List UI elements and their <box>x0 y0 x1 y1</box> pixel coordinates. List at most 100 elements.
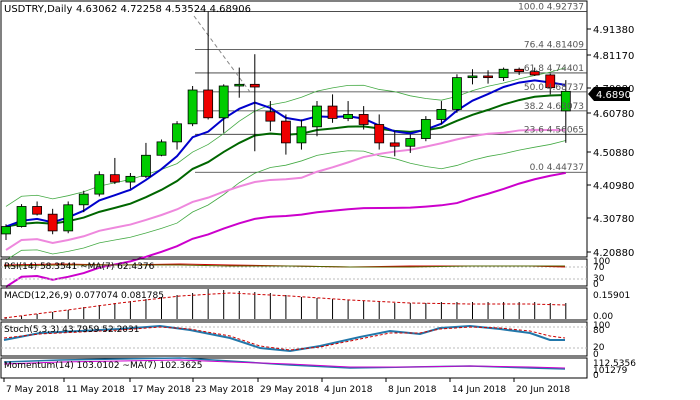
fib-labels: 100.0 4.92737 76.4 4.81409 61.8 4.74401 50.… <box>518 3 584 174</box>
fib-label: 61.8 4.74401 <box>524 64 584 74</box>
candle <box>47 208 58 235</box>
fibonacci-levels <box>195 11 587 173</box>
fib-label: 38.2 4.63073 <box>524 102 584 112</box>
candle-body <box>280 120 291 144</box>
candle-body <box>187 89 198 125</box>
fib-label: 23.6 4.56065 <box>524 125 584 135</box>
candle <box>94 171 105 197</box>
candle <box>358 106 369 130</box>
candle-body <box>265 111 276 122</box>
candle <box>529 67 540 76</box>
date-tick-label: 8 Jun 2018 <box>388 385 437 395</box>
candle-body <box>47 213 58 232</box>
panel-tick-label: 0 <box>593 280 599 290</box>
stoch-label: Stoch(5,3,3) 43.7959 52.2031 <box>4 325 139 335</box>
candle <box>16 204 27 228</box>
candle <box>156 139 167 157</box>
bollinger-lower-line <box>5 140 566 261</box>
candle-body <box>234 83 245 87</box>
current-price-tag: 4.68906 <box>588 87 637 101</box>
panel-tick-label: 0 <box>593 350 599 360</box>
candle-body <box>343 114 354 119</box>
candle <box>32 201 42 216</box>
date-tick-label: 7 May 2018 <box>6 385 59 395</box>
candle <box>560 80 571 143</box>
candle-body <box>514 68 525 73</box>
candle <box>498 67 509 81</box>
candle-body <box>467 75 478 79</box>
candle-body <box>389 142 400 147</box>
momentum-ma-line <box>3 359 566 369</box>
fib-label: 76.4 4.81409 <box>524 40 584 50</box>
candle-body <box>452 77 462 110</box>
momentum-label: Momentum(14) 103.0102 ~MA(7) 102.3625 <box>4 361 202 371</box>
panel-tick-label: 80 <box>593 326 605 336</box>
candle <box>63 201 74 234</box>
panel-tick-label: 0.15901 <box>593 291 630 301</box>
candle <box>1 224 11 240</box>
candle <box>265 101 276 132</box>
candle <box>280 114 291 155</box>
candle-body <box>483 75 493 79</box>
sma-pink-line <box>5 128 566 251</box>
momentum-panel-frame <box>0 357 588 379</box>
price-tick-label: 4.50880 <box>593 148 634 159</box>
price-tick-label: 4.40980 <box>593 181 634 192</box>
candle <box>125 173 136 189</box>
candlesticks <box>1 11 571 240</box>
rsi-label: RSI(14) 58.3541 ~MA(7) 62.4376 <box>4 262 155 272</box>
macd-axis: 0.15901 0.00 <box>593 291 630 322</box>
panel-tick-label: 101279 <box>593 366 628 376</box>
candle-body <box>529 71 540 76</box>
candle-body <box>498 68 509 79</box>
candle-body <box>560 90 571 112</box>
macd-histogram <box>5 289 567 319</box>
candle <box>389 131 400 157</box>
fib-anchor-line <box>193 15 251 93</box>
candle-body <box>78 193 89 206</box>
candle-body <box>1 226 11 235</box>
date-tick-label: 29 May 2018 <box>260 385 319 395</box>
candle-body <box>327 105 338 119</box>
date-tick-label: 23 May 2018 <box>195 385 254 395</box>
candle-body <box>16 206 27 227</box>
candle-body <box>141 154 151 177</box>
price-tick-label: 4.30780 <box>593 214 634 225</box>
fib-label: 0.0 4.44737 <box>530 163 584 173</box>
candle <box>296 119 307 150</box>
candle <box>327 94 338 123</box>
panel-tick-label: 30 <box>593 274 605 284</box>
date-tick-label: 11 May 2018 <box>66 385 125 395</box>
candle <box>374 114 385 150</box>
candle-body <box>405 138 416 147</box>
stoch-k-line <box>3 324 565 353</box>
candle-body <box>172 123 182 143</box>
candle <box>141 142 151 179</box>
candle <box>420 116 431 142</box>
macd-signal-line <box>3 292 566 319</box>
candle-body <box>109 174 120 183</box>
candle-body <box>94 174 105 195</box>
fib-label: 100.0 4.92737 <box>518 3 584 13</box>
date-tick-label: 4 Jun 2018 <box>324 385 373 395</box>
main-plot-frame <box>0 0 588 258</box>
candle <box>234 67 245 98</box>
candle <box>218 84 229 133</box>
price-tick-label: 4.81170 <box>593 51 634 62</box>
candle <box>545 73 556 95</box>
panel-tick-label: 112.5356 <box>593 359 636 369</box>
candle-body <box>312 105 322 128</box>
candle <box>483 70 493 84</box>
candle-body <box>218 85 229 119</box>
candle <box>467 69 478 85</box>
macd-label: MACD(12,26,9) 0.077074 0.081785 <box>4 291 164 301</box>
candle <box>109 157 120 185</box>
candle <box>78 190 89 213</box>
current-price-label: 4.68906 <box>596 90 637 101</box>
date-tick-label: 20 Jun 2018 <box>516 385 570 395</box>
candle-body <box>358 114 369 125</box>
candle-body <box>420 119 431 139</box>
date-axis: 7 May 2018 11 May 2018 17 May 2018 23 May 2… <box>3 378 570 395</box>
